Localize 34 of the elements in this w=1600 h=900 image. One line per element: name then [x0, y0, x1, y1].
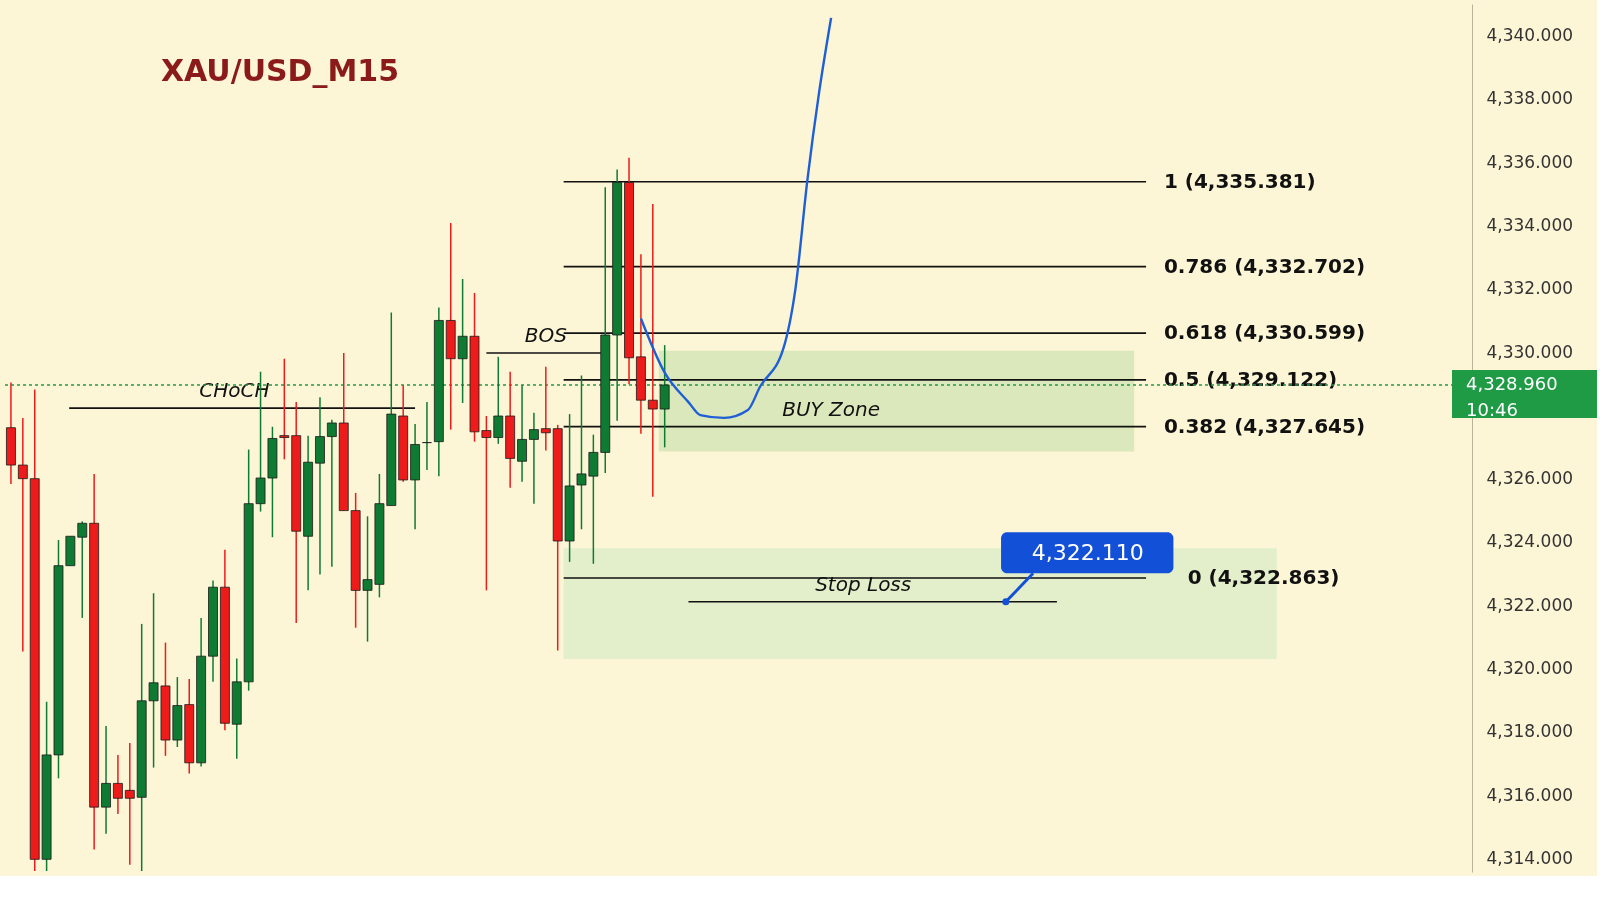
ref-line-label: 1 (4,335.381): [1163, 168, 1316, 193]
candlestick: [17, 417, 28, 653]
candlestick: [113, 754, 123, 815]
y-tick-label: 4,334.000: [1486, 215, 1574, 236]
candlestick: [529, 412, 539, 505]
y-tick-label: 4,336.000: [1486, 151, 1574, 172]
annotation: 10:46: [1466, 399, 1518, 420]
y-tick-label: 4,322.000: [1486, 594, 1574, 615]
ref-line-label: 4,328.960: [1466, 373, 1558, 394]
candlestick: [540, 365, 551, 452]
y-tick-label: 4,318.000: [1486, 721, 1574, 742]
ref-line-label: 0.786 (4,332.702): [1163, 253, 1366, 278]
y-tick-label: 4,314.000: [1486, 847, 1574, 868]
candlestick: [124, 742, 135, 866]
y-tick-label: 4,320.000: [1486, 658, 1574, 679]
band-label: BUY Zone: [782, 396, 881, 421]
y-tick-label: 4,330.000: [1486, 341, 1574, 362]
candlestick: [326, 419, 337, 568]
y-tick-label: 4,324.000: [1486, 531, 1574, 552]
candlestick: [101, 725, 111, 835]
ref-line-label: 0.382 (4,327.645): [1163, 413, 1366, 438]
text: XAU/USD_M15: [160, 53, 400, 88]
ref-line-label: 0.618 (4,330.599): [1163, 320, 1366, 345]
y-tick-label: 4,326.000: [1486, 468, 1574, 489]
ref-line-label: 0 (4,322.863): [1187, 564, 1340, 589]
annotation: 4,322.110: [1031, 539, 1144, 565]
y-tick-label: 4,338.000: [1486, 88, 1574, 109]
ref-line-label: Stop Loss: [815, 571, 912, 596]
candlestick: [517, 384, 527, 483]
y-tick-label: 4,316.000: [1486, 784, 1574, 805]
ref-line-label: BOS: [524, 323, 568, 348]
y-tick-label: 4,340.000: [1486, 25, 1574, 46]
ref-line-label: 0.5 (4,329.122): [1163, 366, 1338, 391]
y-tick-label: 4,332.000: [1486, 278, 1574, 299]
